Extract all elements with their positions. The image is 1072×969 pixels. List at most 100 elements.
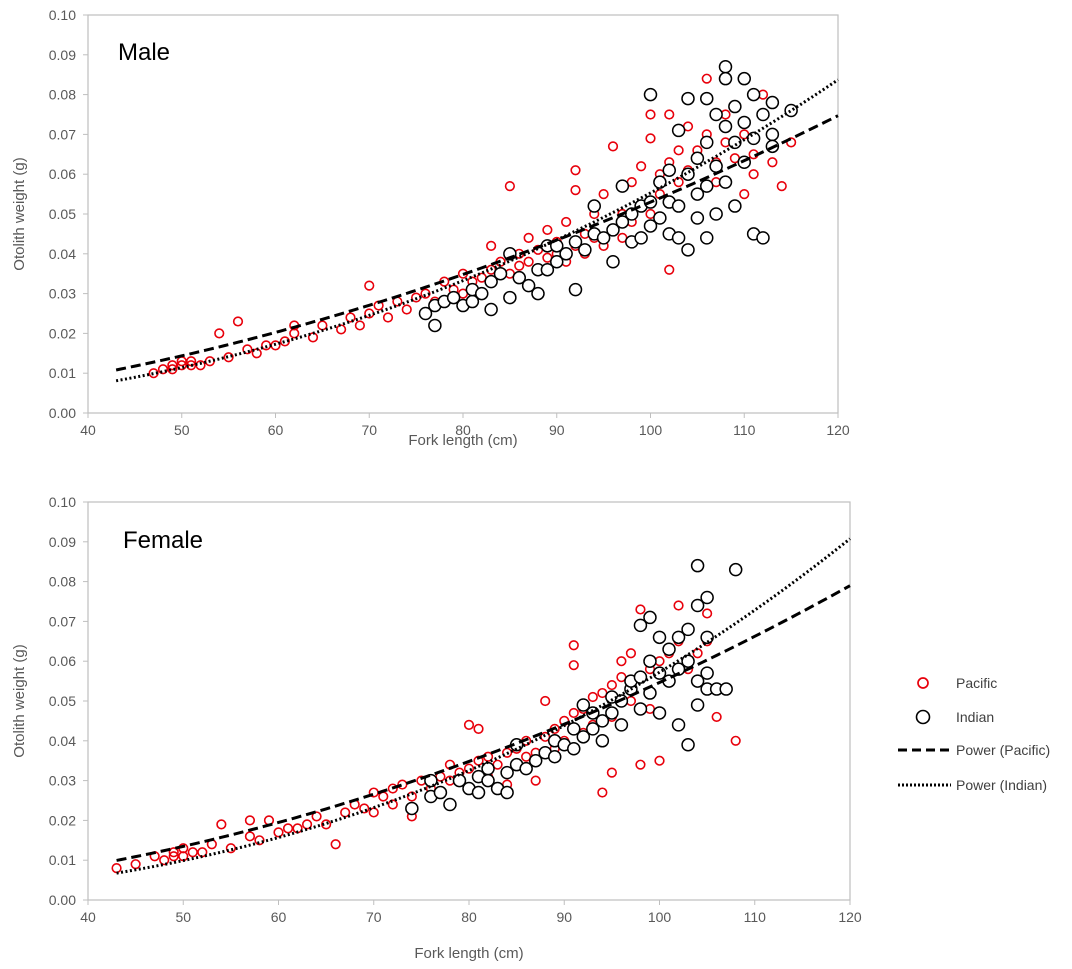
data-point-indian: [700, 590, 714, 605]
data-point-indian: [606, 255, 620, 269]
y-tick-label: 0.01: [49, 365, 76, 381]
data-point-pacific: [282, 823, 294, 834]
trendline-power-indian: [116, 537, 851, 875]
data-point-indian: [671, 231, 686, 245]
data-point-indian: [719, 682, 733, 696]
y-tick-label: 0.04: [49, 246, 76, 262]
data-point-indian: [576, 698, 591, 712]
data-point-indian: [405, 801, 419, 816]
data-point-pacific: [504, 181, 515, 192]
x-tick-label: 40: [80, 422, 96, 438]
y-tick-label: 0.05: [49, 206, 76, 222]
data-point-pacific: [159, 855, 170, 866]
data-point-indian: [756, 231, 770, 245]
data-point-indian: [633, 702, 648, 716]
data-point-pacific: [486, 240, 497, 251]
data-point-pacific: [702, 608, 713, 619]
data-point-indian: [521, 278, 536, 293]
data-point-pacific: [673, 600, 684, 611]
data-point-pacific: [664, 264, 675, 275]
data-point-indian: [475, 286, 489, 301]
data-point-indian: [484, 302, 498, 317]
data-point-indian: [500, 765, 514, 780]
data-point-indian: [652, 706, 667, 720]
data-point-pacific: [673, 145, 684, 156]
x-tick-label: 40: [80, 909, 96, 925]
data-point-indian: [519, 761, 533, 776]
data-point-pacific: [730, 735, 741, 746]
data-point-pacific: [587, 691, 598, 703]
data-point-pacific: [223, 352, 234, 363]
data-point-indian: [765, 95, 780, 110]
x-tick-label: 110: [733, 422, 756, 438]
data-point-indian: [681, 654, 695, 668]
x-tick-label: 110: [744, 909, 767, 925]
data-point-pacific: [336, 324, 347, 335]
data-point-pacific: [463, 763, 475, 774]
data-point-pacific: [597, 787, 608, 798]
data-point-indian: [428, 318, 442, 333]
data-point-pacific: [225, 843, 236, 854]
chart-legend: Pacific Indian Power (Pacific) Power (In…: [898, 675, 1050, 793]
y-tick-label: 0.00: [49, 892, 76, 908]
data-point-pacific: [616, 656, 627, 667]
data-point-indian: [471, 785, 486, 800]
data-point-pacific: [570, 185, 581, 196]
data-point-indian: [446, 290, 461, 305]
data-point-pacific: [401, 304, 412, 315]
data-point-pacific: [530, 775, 541, 786]
data-point-indian: [643, 610, 657, 625]
data-point-indian: [615, 215, 630, 229]
data-point-indian: [718, 71, 733, 86]
trendline-power-indian: [115, 78, 839, 383]
data-point-pacific: [739, 189, 750, 200]
data-point-indian: [652, 630, 667, 645]
data-point-indian: [481, 773, 495, 788]
x-tick-label: 80: [461, 909, 477, 925]
data-point-indian: [568, 282, 583, 297]
x-tick-label: 120: [826, 422, 850, 438]
x-tick-label: 70: [366, 909, 382, 925]
data-point-pacific: [523, 232, 534, 243]
data-point-indian: [433, 785, 448, 800]
data-point-pacific: [568, 707, 579, 719]
x-tick-label: 90: [556, 909, 572, 925]
data-point-pacific: [167, 364, 178, 375]
data-point-indian: [690, 187, 705, 201]
data-point-indian: [615, 179, 630, 193]
data-point-pacific: [606, 767, 617, 778]
data-point-pacific: [168, 847, 179, 858]
legend-marker-pacific: [917, 677, 929, 689]
data-point-indian: [671, 630, 686, 645]
data-point-indian: [493, 266, 508, 281]
data-point-indian: [709, 207, 723, 221]
y-tick-label: 0.09: [49, 47, 76, 63]
data-point-indian: [681, 622, 695, 637]
y-tick-label: 0.02: [49, 812, 76, 828]
data-point-indian: [567, 722, 581, 736]
data-point-indian: [700, 630, 714, 645]
data-point-indian: [681, 167, 695, 181]
data-point-pacific: [244, 815, 256, 826]
data-point-indian: [512, 270, 526, 285]
data-point-pacific: [645, 109, 656, 120]
data-point-indian: [633, 670, 648, 684]
data-point-indian: [662, 642, 676, 657]
data-point-pacific: [330, 839, 341, 850]
data-point-indian: [540, 262, 555, 277]
data-point-pacific: [382, 312, 394, 323]
data-point-indian: [643, 654, 657, 668]
data-point-pacific: [311, 811, 322, 822]
data-point-indian: [500, 785, 514, 800]
data-point-indian: [746, 87, 761, 102]
legend-label-power-indian: Power (Indian): [956, 777, 1047, 793]
data-point-indian: [547, 749, 562, 764]
data-point-indian: [700, 179, 714, 193]
data-point-pacific: [387, 799, 398, 810]
data-point-pacific: [635, 759, 646, 770]
data-point-indian: [643, 219, 658, 233]
data-point-indian: [587, 199, 601, 213]
y-tick-label: 0.05: [49, 693, 76, 709]
data-point-indian: [452, 773, 467, 788]
data-point-indian: [671, 123, 686, 138]
